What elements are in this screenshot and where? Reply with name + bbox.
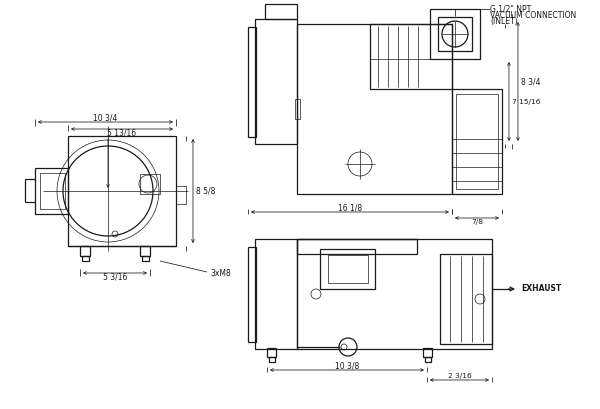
Bar (267, 348, 276, 357)
Text: 7 15/16: 7 15/16 (512, 99, 541, 105)
Text: 7/8: 7/8 (471, 219, 483, 225)
Text: G 1/2" NPT: G 1/2" NPT (490, 4, 531, 13)
Bar (255, 239, 297, 349)
Text: 5 13/16: 5 13/16 (107, 128, 137, 137)
Bar (320, 249, 375, 289)
Bar (82, 256, 89, 261)
Bar (456, 94, 498, 189)
Bar (140, 246, 150, 256)
Bar (295, 99, 300, 119)
Bar (438, 17, 472, 51)
Bar (297, 24, 452, 194)
Text: 16 1/8: 16 1/8 (338, 204, 362, 213)
Bar (176, 186, 186, 204)
Bar (265, 4, 297, 19)
Bar (269, 357, 275, 362)
Text: (INLET): (INLET) (490, 16, 518, 25)
Text: 8 5/8: 8 5/8 (196, 187, 215, 196)
Bar (80, 246, 90, 256)
Text: EXHAUST: EXHAUST (521, 285, 561, 294)
Bar (140, 174, 160, 194)
Bar (425, 357, 431, 362)
Bar (430, 9, 480, 59)
Text: 10 3/8: 10 3/8 (335, 362, 359, 371)
Bar (370, 24, 452, 89)
Bar (297, 239, 492, 349)
Bar (328, 255, 368, 283)
Bar (423, 348, 432, 357)
Text: VACUUM CONNECTION: VACUUM CONNECTION (490, 11, 576, 20)
Bar (68, 136, 176, 246)
Text: 5 3/16: 5 3/16 (103, 272, 127, 281)
Bar (297, 239, 417, 254)
Bar (255, 19, 297, 144)
Bar (440, 254, 492, 344)
Text: 8 3/4: 8 3/4 (521, 77, 541, 86)
Bar (40, 173, 65, 209)
Bar (248, 247, 256, 342)
Text: 3xM8: 3xM8 (210, 270, 231, 279)
Bar (248, 27, 256, 137)
Text: 10 3/4: 10 3/4 (94, 114, 118, 123)
Bar (452, 89, 502, 194)
Text: 2 3/16: 2 3/16 (448, 373, 471, 379)
Bar (142, 256, 149, 261)
Bar (35, 168, 68, 214)
